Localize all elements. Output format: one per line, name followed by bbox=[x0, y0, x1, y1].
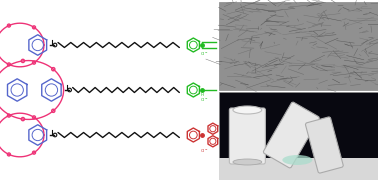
Text: H: H bbox=[201, 93, 204, 97]
Ellipse shape bbox=[233, 106, 262, 114]
Bar bbox=[219, 158, 378, 180]
Bar bbox=[219, 92, 378, 180]
Text: Cl$^-$: Cl$^-$ bbox=[200, 50, 209, 57]
Text: Cl$^-$: Cl$^-$ bbox=[200, 96, 209, 103]
FancyBboxPatch shape bbox=[305, 117, 343, 173]
Bar bbox=[219, 2, 378, 90]
Ellipse shape bbox=[233, 159, 262, 165]
FancyBboxPatch shape bbox=[229, 108, 265, 164]
Ellipse shape bbox=[282, 155, 312, 165]
Text: Cl$^-$: Cl$^-$ bbox=[200, 147, 209, 154]
FancyBboxPatch shape bbox=[263, 102, 319, 168]
